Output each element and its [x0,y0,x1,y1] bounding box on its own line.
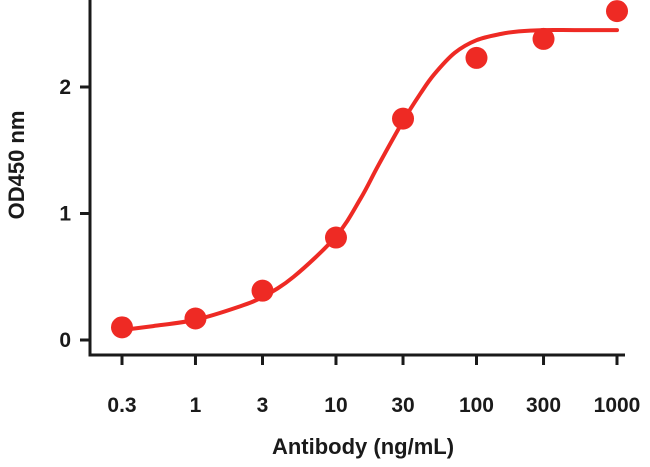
x-tick-label: 0.3 [107,394,136,417]
x-tick-label: 1000 [594,394,641,417]
x-tick-label: 10 [324,394,347,417]
data-point [465,46,488,69]
data-point [111,316,133,339]
data-point [184,307,207,330]
data-point [606,0,628,23]
y-axis: 0 1 2 [59,0,92,357]
data-point [392,107,415,130]
x-tick-label: 1 [190,394,202,417]
x-tick-label: 300 [526,394,561,417]
data-point [324,226,347,249]
y-tick-label: 0 [59,329,71,352]
y-tick-label: 1 [59,203,71,226]
y-axis-title: OD450 nm [4,111,29,220]
fitted-curve [120,27,619,332]
x-tick-label: 3 [257,394,269,417]
x-axis: 0.3 1 3 10 30 100 300 1000 [88,353,641,417]
plot-area [111,0,628,339]
x-tick-label: 100 [459,394,494,417]
data-point [251,279,274,302]
x-tick-label: 30 [391,394,414,417]
x-axis-title: Antibody (ng/mL) [272,434,454,459]
data-point [532,27,555,50]
y-tick-label: 2 [59,76,71,99]
